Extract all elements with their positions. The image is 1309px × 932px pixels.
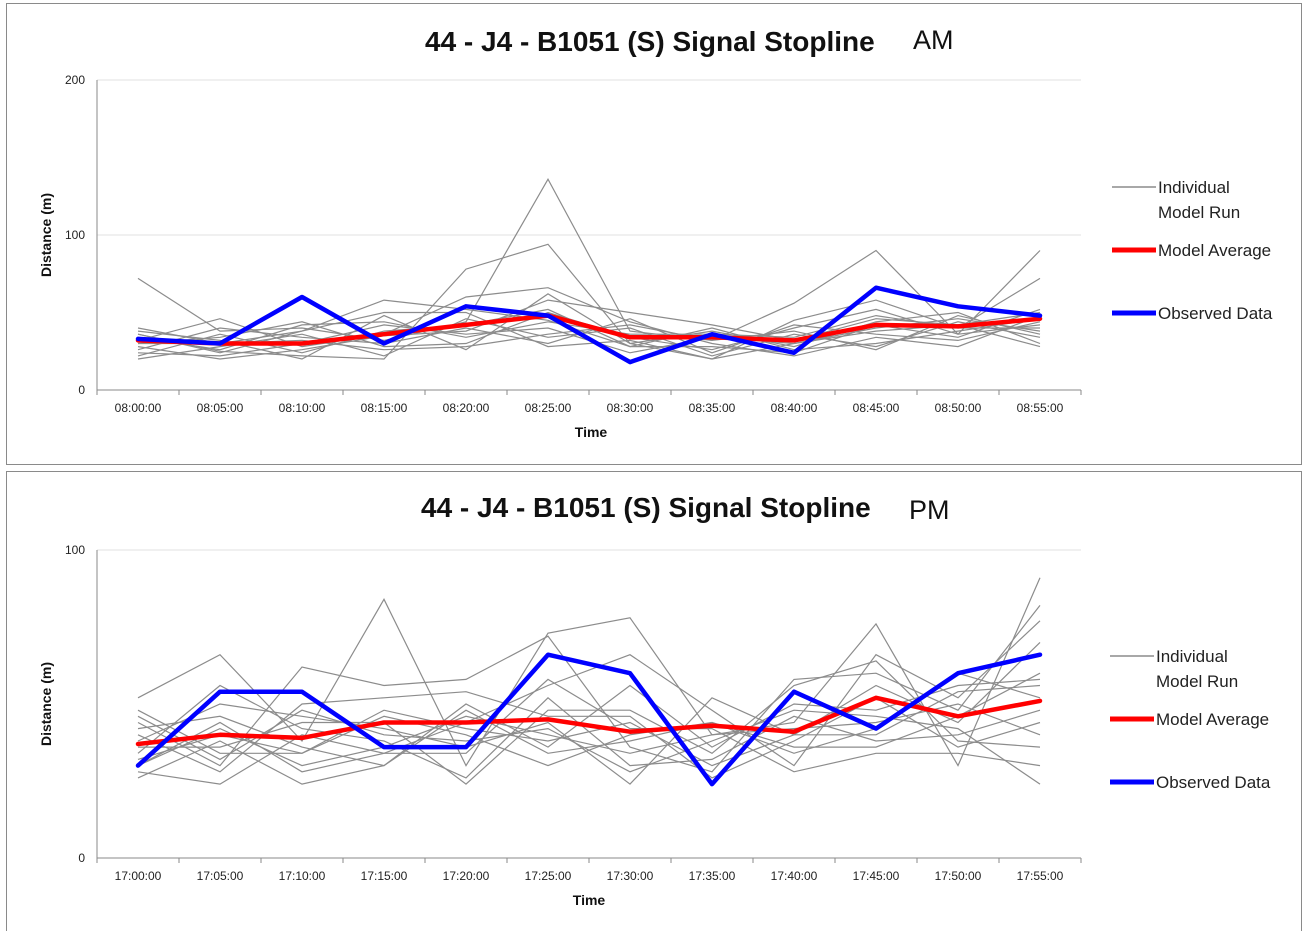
gridlines [97, 79, 1081, 236]
x-tick-label: 08:40:00 [771, 401, 818, 415]
y-tick-label: 0 [78, 383, 85, 397]
x-tick-labels: 17:00:00 17:05:00 17:10:00 17:15:00 17:20:00… [96, 858, 1082, 883]
chart-pm: 44 - J4 - B1051 (S) Signal Stopline PM 0… [38, 492, 1271, 908]
legend-label: Model Average [1156, 710, 1269, 729]
individual-runs [137, 177, 1041, 360]
legend-label: Model Run [1158, 203, 1240, 222]
x-tick-label: 08:35:00 [689, 401, 736, 415]
x-tick-label: 17:55:00 [1017, 869, 1064, 883]
x-tick-label: 08:20:00 [443, 401, 490, 415]
observed-data-line [135, 652, 1043, 787]
x-tick-label: 08:50:00 [935, 401, 982, 415]
x-tick-label: 08:45:00 [853, 401, 900, 415]
y-tick-labels: 0 100 [65, 543, 85, 865]
y-axis-label: Distance (m) [38, 662, 54, 746]
chart-title: 44 - J4 - B1051 (S) Signal Stopline [425, 26, 875, 57]
individual-run-line [137, 605, 1041, 773]
y-tick-label: 0 [78, 851, 85, 865]
x-tick-labels: 08:00:00 08:05:00 08:10:00 08:15:00 08:20:00… [96, 390, 1082, 415]
individual-run-line [137, 672, 1041, 767]
x-tick-label: 17:15:00 [361, 869, 408, 883]
x-tick-label: 17:00:00 [115, 869, 162, 883]
x-tick-label: 17:50:00 [935, 869, 982, 883]
x-tick-label: 08:15:00 [361, 401, 408, 415]
legend-label: Model Average [1158, 241, 1271, 260]
x-tick-label: 17:35:00 [689, 869, 736, 883]
individual-run-line [137, 318, 1041, 354]
individual-run-line [138, 660, 1041, 785]
legend: Individual Model Run Model Average Observed… [1112, 178, 1273, 323]
y-tick-labels: 0 100 200 [65, 73, 85, 397]
y-tick-label: 200 [65, 73, 85, 87]
individual-run-line [138, 314, 1041, 351]
series-lines [135, 652, 1043, 787]
y-axis-label: Distance (m) [38, 193, 54, 277]
individual-runs [137, 577, 1041, 785]
individual-run-line [137, 293, 1041, 360]
y-tick-label: 100 [65, 543, 85, 557]
x-tick-label: 08:25:00 [525, 401, 572, 415]
individual-run-line [137, 243, 1041, 360]
x-tick-label: 08:30:00 [607, 401, 654, 415]
observed-data-line [135, 285, 1043, 365]
x-tick-label: 17:20:00 [443, 869, 490, 883]
legend-label: Observed Data [1156, 773, 1271, 792]
x-tick-label: 17:30:00 [607, 869, 654, 883]
individual-run-line [137, 620, 1041, 773]
legend-label: Observed Data [1158, 304, 1273, 323]
legend-label: Individual [1156, 647, 1228, 666]
chart-panel-pm: 44 - J4 - B1051 (S) Signal Stopline PM 0… [6, 471, 1302, 931]
y-tick-label: 100 [65, 228, 85, 242]
legend-label: Individual [1158, 178, 1230, 197]
x-axis-label: Time [573, 892, 606, 908]
chart-title-suffix: AM [913, 25, 954, 55]
x-tick-label: 08:55:00 [1017, 401, 1064, 415]
individual-run-line [137, 684, 1041, 767]
legend-label: Model Run [1156, 672, 1238, 691]
x-tick-label: 08:10:00 [279, 401, 326, 415]
chart-panel-am: 44 - J4 - B1051 (S) Signal Stopline AM 0… [6, 3, 1302, 465]
x-tick-label: 17:45:00 [853, 869, 900, 883]
chart-title-suffix: PM [909, 495, 950, 525]
model-average-line [135, 695, 1043, 747]
individual-run-line [137, 641, 1041, 785]
legend: Individual Model Run Model Average Observed… [1110, 647, 1271, 792]
chart-title: 44 - J4 - B1051 (S) Signal Stopline [421, 492, 871, 523]
x-tick-label: 08:05:00 [197, 401, 244, 415]
chart-am: 44 - J4 - B1051 (S) Signal Stopline AM 0… [38, 25, 1273, 440]
x-tick-label: 17:10:00 [279, 869, 326, 883]
x-tick-label: 17:40:00 [771, 869, 818, 883]
x-tick-label: 17:05:00 [197, 869, 244, 883]
individual-run-line [137, 311, 1041, 360]
series-lines [135, 285, 1043, 365]
individual-run-line [137, 177, 1041, 342]
individual-run-line [137, 678, 1041, 785]
x-tick-label: 08:00:00 [115, 401, 162, 415]
individual-run-line [137, 691, 1041, 779]
x-axis-label: Time [575, 424, 608, 440]
model-average-line [135, 313, 1043, 346]
individual-run-line [137, 299, 1041, 351]
x-tick-label: 17:25:00 [525, 869, 572, 883]
